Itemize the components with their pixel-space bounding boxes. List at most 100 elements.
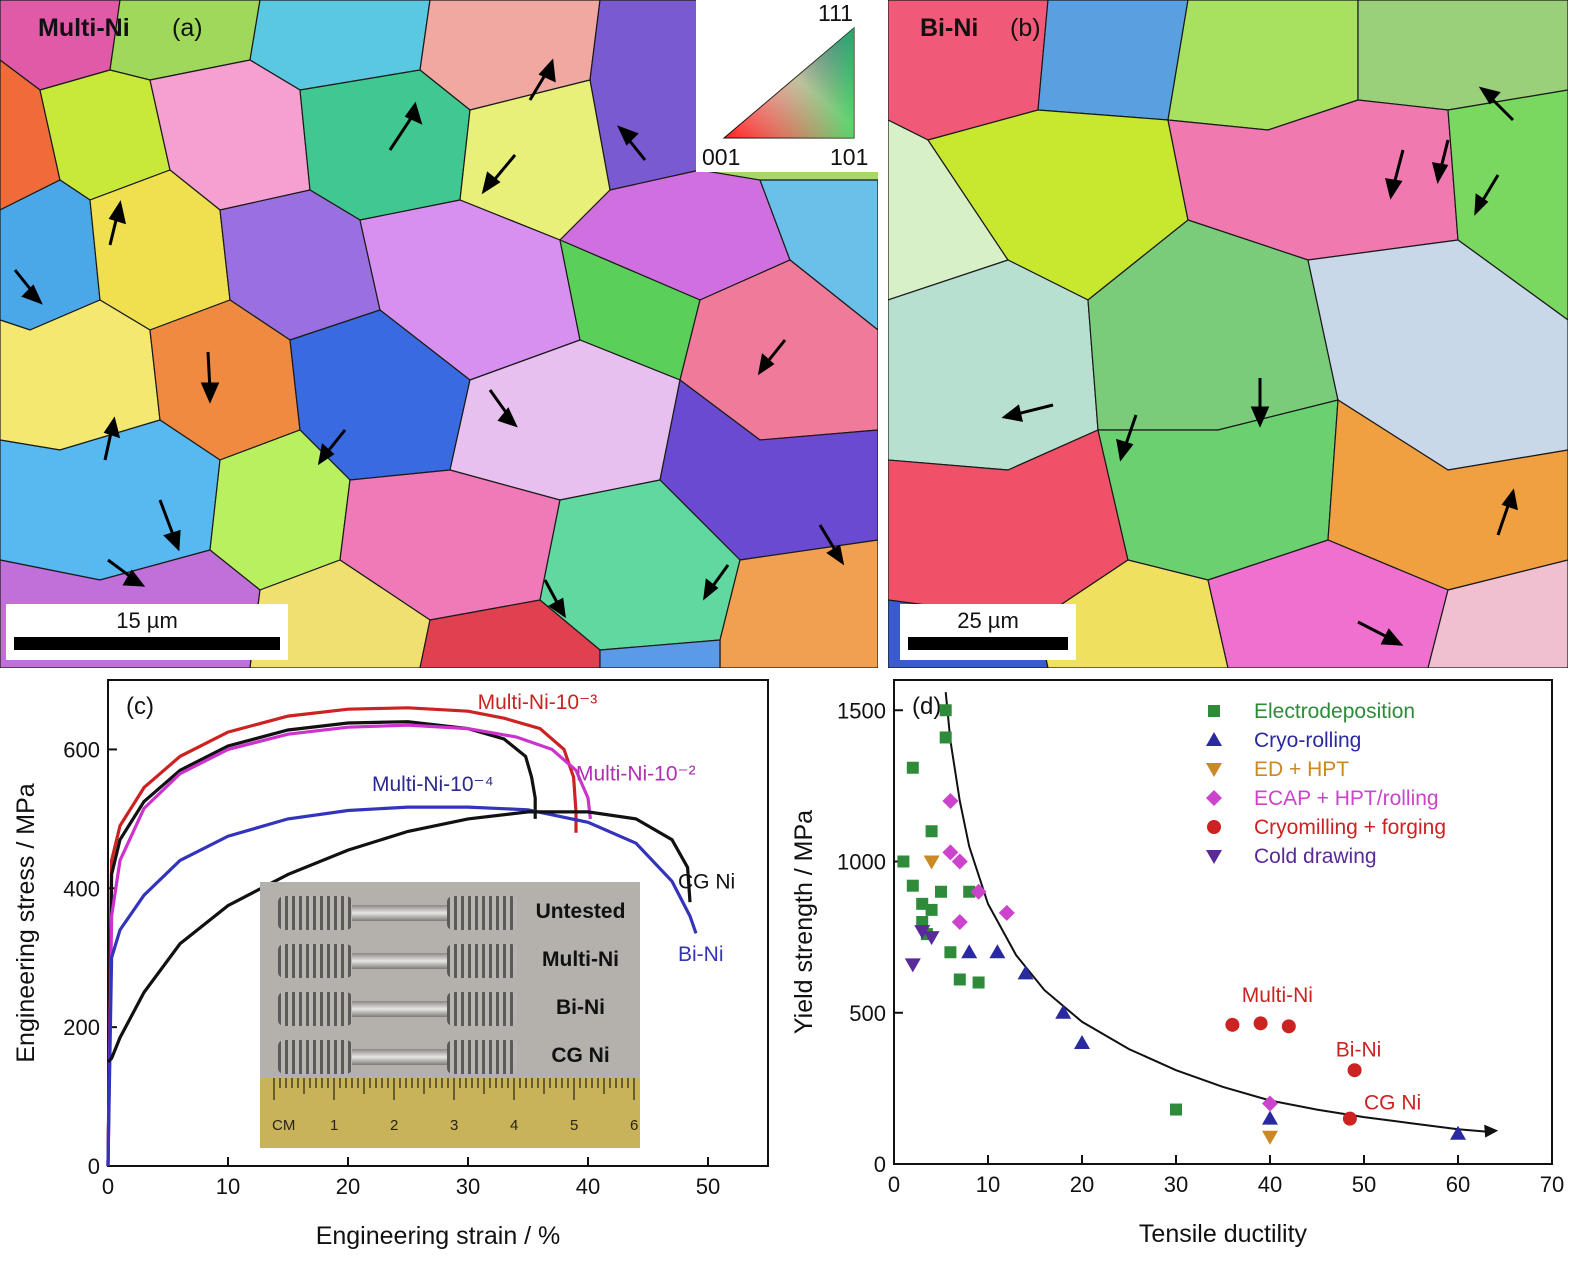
data-point xyxy=(1281,1019,1296,1034)
ruler-label: 2 xyxy=(390,1117,398,1134)
sample-label-a: Multi-Ni xyxy=(38,14,130,42)
specimen-thread-left xyxy=(278,896,352,930)
panel-label: (c) xyxy=(126,693,154,720)
specimen-row: Multi-Ni xyxy=(260,942,640,982)
ruler-label: 3 xyxy=(450,1117,458,1134)
ruler-label: 6 xyxy=(630,1117,638,1134)
data-point xyxy=(1206,763,1222,777)
data-point xyxy=(904,958,921,973)
ipf-color-key: 111 001 101 xyxy=(696,0,878,172)
data-point xyxy=(970,883,987,900)
y-axis-label: Engineering stress / MPa xyxy=(12,783,40,1062)
data-point xyxy=(1208,705,1220,717)
specimen-row: CG Ni xyxy=(260,1038,640,1078)
panel-label-a: (a) xyxy=(172,14,203,42)
y-tick-label: 0 xyxy=(88,1154,100,1179)
x-tick-label: 40 xyxy=(576,1174,600,1199)
legend-entry: Cold drawing xyxy=(1254,845,1377,868)
x-axis-label: Tensile ductility xyxy=(1139,1220,1308,1248)
data-point xyxy=(1017,965,1034,980)
scale-bar-label-a: 15 µm xyxy=(116,608,178,633)
sample-label-b: Bi-Ni xyxy=(920,14,979,42)
ruler-ticks: CM 1 2 3 4 5 6 xyxy=(272,1078,638,1134)
specimen-thread-right xyxy=(447,1040,517,1074)
stress-strain-chart: 0 10 20 30 40 50 0 200 400 600 Engineering strain … xyxy=(12,679,769,1250)
x-tick-label: 20 xyxy=(1070,1172,1094,1197)
data-point xyxy=(1262,1110,1278,1125)
data-point xyxy=(1206,790,1222,806)
x-tick-label: 10 xyxy=(976,1172,1000,1197)
data-point xyxy=(923,855,940,870)
data-point xyxy=(951,853,968,870)
x-tick-label: 70 xyxy=(1540,1172,1564,1197)
series-label: Multi-Ni-10⁻⁴ xyxy=(372,773,494,796)
scale-bar-a: 15 µm xyxy=(6,604,288,660)
specimen-label: Untested xyxy=(535,900,626,923)
legend-entry: Electrodeposition xyxy=(1254,700,1415,723)
micrograph-bi-ni: Bi-Ni (a) (b) 25 µm xyxy=(888,0,1568,668)
x-axis-label: Engineering strain / % xyxy=(316,1222,561,1250)
grain-map-b xyxy=(888,0,1568,668)
data-point xyxy=(972,976,985,989)
data-point xyxy=(923,931,940,946)
x-tick-label: 50 xyxy=(696,1174,720,1199)
series-line xyxy=(106,720,537,1167)
legend-entry: ECAP + HPT/rolling xyxy=(1254,787,1439,810)
data-point xyxy=(897,855,910,868)
scale-bar-line-b xyxy=(908,637,1068,650)
plot-frame xyxy=(893,679,1553,1165)
data-point xyxy=(906,879,919,892)
x-tick-label: 0 xyxy=(102,1174,114,1199)
specimen-thread-left xyxy=(278,1040,352,1074)
x-tick-label: 20 xyxy=(336,1174,360,1199)
legend-entry: ED + HPT xyxy=(1254,758,1349,781)
data-point xyxy=(1206,850,1222,864)
specimen-label: Multi-Ni xyxy=(542,948,619,971)
scale-bar-label-b: 25 µm xyxy=(957,608,1019,633)
x-tick-label: 10 xyxy=(216,1174,240,1199)
ipf-label-101: 101 xyxy=(830,144,869,170)
series-line xyxy=(106,805,698,1167)
ruler: CM 1 2 3 4 5 6 xyxy=(260,1078,640,1148)
specimen-gauge xyxy=(352,1049,447,1065)
trend-curve xyxy=(944,692,1487,1133)
x-tick-label: 40 xyxy=(1258,1172,1282,1197)
ruler-label: 5 xyxy=(570,1117,578,1134)
x-tick-label: 50 xyxy=(1352,1172,1376,1197)
y-tick-label: 400 xyxy=(63,876,100,901)
specimen-gauge xyxy=(352,905,447,921)
data-point xyxy=(1170,1103,1182,1116)
data-point xyxy=(944,946,957,959)
point-annotation: CG Ni xyxy=(1364,1092,1421,1115)
data-point xyxy=(939,704,952,717)
scale-bar-b: 25 µm xyxy=(900,604,1076,660)
y-tick-label: 500 xyxy=(849,1001,886,1026)
data-point xyxy=(1225,1017,1240,1032)
scale-bar-line-a xyxy=(14,637,280,650)
series-label: Multi-Ni-10⁻³ xyxy=(478,691,598,714)
specimen-label: CG Ni xyxy=(551,1044,610,1067)
specimen-row: Untested xyxy=(260,894,640,934)
point-annotation: Multi-Ni xyxy=(1242,984,1313,1007)
data-point xyxy=(925,825,938,838)
data-point xyxy=(989,944,1006,959)
data-point xyxy=(1206,732,1222,746)
data-point xyxy=(906,761,919,774)
data-point xyxy=(963,885,976,898)
series-label: Multi-Ni-10⁻² xyxy=(576,763,696,786)
data-point xyxy=(916,916,929,928)
plot-frame xyxy=(107,679,769,1167)
specimen-gauge xyxy=(352,953,447,969)
data-point xyxy=(1342,1111,1357,1126)
legend-entry: Cryomilling + forging xyxy=(1254,816,1446,839)
specimen-thread-right xyxy=(447,896,517,930)
y-tick-label: 1500 xyxy=(837,698,886,723)
trend-arrowhead xyxy=(1484,1124,1499,1138)
legend-entry: Cryo-rolling xyxy=(1254,729,1361,752)
point-annotation: Bi-Ni xyxy=(1336,1039,1382,1062)
data-point xyxy=(942,844,959,861)
x-tick-label: 30 xyxy=(456,1174,480,1199)
data-point xyxy=(1450,1125,1466,1140)
data-point xyxy=(1207,820,1221,834)
data-point xyxy=(1262,1095,1278,1112)
